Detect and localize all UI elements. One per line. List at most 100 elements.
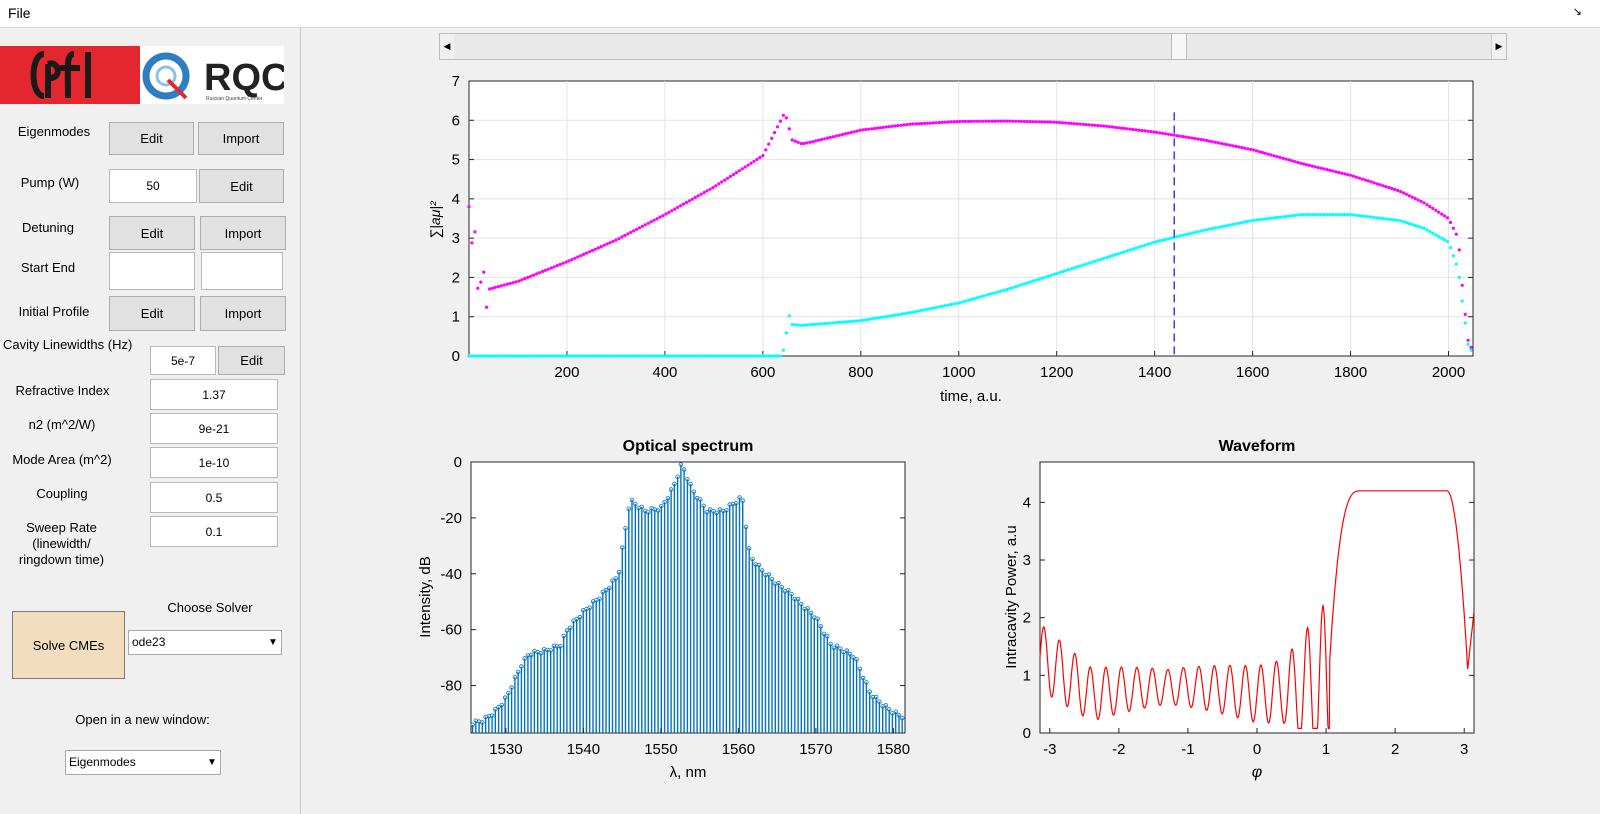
refractive-index-field[interactable]: 1.37 — [150, 379, 278, 410]
magenta-series-point — [679, 204, 683, 208]
slider-left-arrow-icon[interactable]: ◀ — [440, 34, 455, 59]
magenta-series-point — [496, 285, 500, 289]
solver-select[interactable]: ode23 ▼ — [128, 630, 282, 655]
slider-track[interactable] — [454, 34, 1492, 59]
magenta-series-point — [1081, 122, 1085, 126]
cyan-series-point — [1058, 271, 1062, 275]
cyan-series-point — [1334, 213, 1338, 217]
cyan-series-point — [778, 354, 783, 358]
eigenmodes-import-button[interactable]: Import — [198, 122, 284, 155]
slider-right-arrow-icon[interactable]: ▶ — [1491, 34, 1506, 59]
magenta-series-point — [858, 128, 862, 132]
magenta-series-point — [1178, 134, 1182, 138]
spectrum-bar-marker — [730, 501, 736, 507]
magenta-series-point — [1275, 155, 1279, 159]
window-select[interactable]: Eigenmodes ▼ — [65, 750, 221, 775]
cyan-series-point — [864, 318, 868, 322]
start-field[interactable] — [109, 252, 195, 290]
magenta-series-point — [1363, 178, 1367, 182]
spectrum-ytick-label: -20 — [440, 510, 462, 527]
sweep-rate-field[interactable]: 0.1 — [150, 516, 278, 547]
cyan-series-point — [964, 299, 968, 303]
spectrum-bar-marker — [828, 641, 833, 647]
cyan-series-point — [614, 354, 618, 358]
detuning-import-button[interactable]: Import — [200, 216, 286, 250]
spectrum-bar-marker — [896, 712, 902, 718]
start-end-label: Start End — [20, 260, 76, 275]
spectrum-bar-marker — [568, 625, 573, 630]
magenta-series-point — [1254, 149, 1259, 153]
magenta-series-point — [1237, 145, 1241, 149]
cyan-series-point — [737, 354, 741, 358]
spectrum-bar-marker — [750, 556, 755, 562]
magenta-series-point — [834, 134, 838, 138]
magenta-series-point — [1040, 120, 1044, 124]
magenta-series-point — [546, 267, 550, 271]
end-field[interactable] — [201, 252, 283, 290]
magenta-series-point — [587, 250, 592, 254]
solve-cmes-button[interactable]: Solve CMEs — [12, 611, 125, 679]
cavity-linewidths-field[interactable]: 5e-7 — [150, 346, 216, 375]
magenta-series-point — [1113, 125, 1118, 129]
cavity-linewidths-edit-button[interactable]: Edit — [218, 346, 285, 375]
cyan-series-point — [1307, 213, 1311, 217]
cyan-series-point — [552, 354, 556, 358]
pump-field[interactable]: 50 — [109, 169, 197, 203]
initial-profile-import-button[interactable]: Import — [200, 296, 286, 331]
cyan-series-point — [623, 354, 627, 358]
magenta-series-point — [1410, 195, 1414, 199]
spectrum-bar-marker — [649, 506, 654, 511]
magenta-series-point — [867, 127, 871, 131]
magenta-series-point — [667, 210, 671, 214]
coupling-field[interactable]: 0.5 — [150, 482, 278, 513]
cyan-series-point — [1181, 233, 1185, 237]
energy-ytick-label: 7 — [452, 73, 460, 90]
resize-arrow-icon[interactable]: ↘ — [1572, 6, 1582, 18]
file-menu[interactable]: File — [8, 5, 31, 21]
detuning-label: Detuning — [21, 220, 75, 235]
spectrum-xtick-label: 1570 — [799, 741, 832, 758]
spectrum-bar-marker — [773, 581, 778, 586]
cyan-series-point — [1325, 213, 1329, 217]
cyan-series-point — [1199, 229, 1203, 233]
magenta-series-point — [811, 140, 815, 144]
energy-xtick-label: 1000 — [942, 364, 975, 381]
cyan-series-point — [831, 321, 836, 325]
magenta-series-point — [1404, 192, 1408, 196]
magenta-series-point — [790, 138, 794, 142]
mode-area-field[interactable]: 1e-10 — [150, 447, 278, 478]
magenta-series-point — [485, 305, 489, 309]
cyan-series-point — [1084, 262, 1088, 266]
time-slider[interactable]: ◀ ▶ — [439, 33, 1507, 60]
magenta-series-point — [646, 221, 650, 225]
cyan-series-point — [584, 354, 589, 358]
detuning-edit-button[interactable]: Edit — [109, 216, 195, 250]
cyan-series-point — [761, 354, 765, 358]
spectrum-bar-marker — [887, 707, 892, 712]
slider-thumb[interactable] — [1170, 34, 1187, 59]
cyan-series-point — [1272, 216, 1276, 220]
magenta-series-point — [629, 230, 633, 234]
magenta-series-point — [1199, 137, 1203, 142]
magenta-series-point — [1448, 220, 1453, 224]
spectrum-bar-marker — [854, 657, 859, 662]
initial-profile-edit-button[interactable]: Edit — [109, 296, 195, 331]
n2-field[interactable]: 9e-21 — [150, 413, 278, 444]
spectrum-bar-marker — [792, 596, 797, 602]
magenta-series-point — [887, 125, 891, 129]
magenta-series-point — [1066, 121, 1071, 125]
cyan-series-point — [1413, 223, 1417, 228]
magenta-series-point — [1422, 201, 1426, 205]
window-select-value: Eigenmodes — [69, 755, 136, 769]
spectrum-ytick-label: -40 — [440, 566, 462, 583]
cyan-series-point — [1252, 218, 1256, 222]
cyan-series-point — [1354, 213, 1358, 217]
spectrum-bar-marker — [831, 645, 837, 650]
spectrum-bar-marker — [551, 643, 557, 648]
pump-edit-button[interactable]: Edit — [199, 169, 284, 203]
cyan-series-point — [681, 354, 686, 358]
magenta-series-point — [1096, 124, 1100, 128]
cyan-series-point — [878, 315, 883, 320]
cyan-series-point — [537, 354, 542, 358]
eigenmodes-edit-button[interactable]: Edit — [109, 122, 194, 155]
